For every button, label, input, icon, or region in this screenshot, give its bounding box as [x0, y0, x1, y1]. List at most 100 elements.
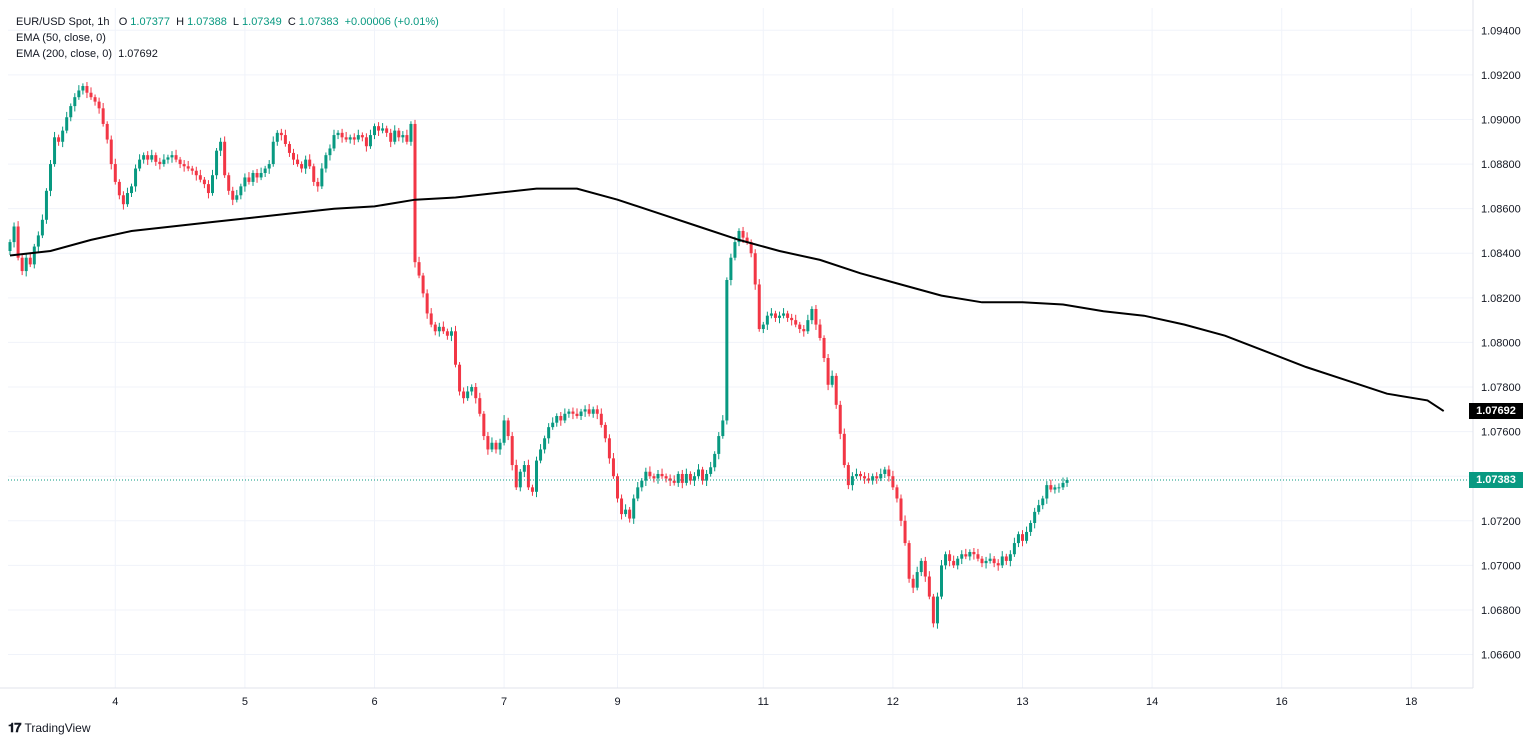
candle-body [211, 175, 214, 194]
y-tick-label: 1.08000 [1481, 337, 1521, 349]
candle-body [113, 164, 117, 182]
candle-body [883, 469, 887, 474]
y-tick-label: 1.09400 [1481, 25, 1521, 37]
candle-body [737, 230, 741, 243]
candle-body [433, 324, 437, 332]
candle-body [676, 473, 680, 483]
high-value: 1.07388 [187, 16, 227, 28]
candle-body [680, 473, 684, 483]
candle-body [97, 101, 101, 109]
candle-body [927, 576, 931, 597]
legend-ema200-row[interactable]: EMA (200, close, 0) 1.07692 [16, 46, 442, 62]
candle-body [1029, 523, 1033, 532]
candle-body [903, 520, 907, 544]
candle-body [599, 413, 603, 425]
candle-body [956, 558, 960, 566]
candle-body [328, 148, 332, 156]
candle-body [644, 471, 648, 481]
candle-body [964, 554, 968, 557]
x-tick-label: 11 [758, 696, 769, 708]
candle-body [227, 175, 231, 191]
candle-body [838, 404, 842, 434]
candle-body [304, 159, 308, 169]
candle-body [879, 473, 883, 479]
candle-body [960, 554, 964, 559]
candle-body [263, 168, 267, 173]
candle-body [93, 97, 97, 102]
candle-body [697, 469, 700, 477]
candle-body [162, 159, 166, 165]
candle-body [701, 469, 705, 481]
brand-name: TradingView [24, 721, 91, 735]
candle-body [980, 558, 984, 564]
candle-body [198, 175, 202, 180]
candle-body [725, 280, 729, 421]
candle-body [105, 123, 109, 140]
candle-body [1004, 556, 1008, 561]
candle-body [109, 139, 113, 165]
low-value: 1.07349 [242, 16, 282, 28]
candle-body [215, 150, 219, 176]
candle-body [340, 132, 344, 138]
candlestick-series [8, 82, 1069, 629]
candle-body [1008, 554, 1012, 561]
candle-body [16, 226, 20, 258]
candle-body [462, 391, 466, 399]
x-tick-label: 16 [1276, 696, 1288, 708]
candle-body [1061, 482, 1065, 488]
candle-body [61, 130, 65, 142]
y-tick-label: 1.07200 [1481, 516, 1521, 528]
candle-body [142, 155, 146, 160]
candle-body [474, 387, 478, 399]
y-tick-label: 1.09200 [1481, 70, 1521, 82]
candle-body [502, 420, 506, 443]
candle-body [648, 471, 652, 477]
candle-body [1012, 543, 1016, 555]
candle-body [138, 159, 142, 169]
candle-body [749, 242, 753, 254]
y-tick-label: 1.08600 [1481, 204, 1521, 216]
legend-symbol: EUR/USD Spot, 1h [16, 16, 110, 28]
candle-body [713, 453, 717, 468]
candle-body [636, 487, 640, 499]
candle-body [522, 465, 526, 472]
ema200-value: 1.07692 [118, 48, 158, 60]
candle-body [510, 436, 514, 466]
candle-body [733, 242, 737, 258]
candle-body [470, 387, 474, 392]
ema200-price-tag: 1.07692 [1469, 403, 1523, 420]
candle-body [231, 190, 235, 200]
candle-body [360, 135, 364, 138]
candle-body [875, 476, 879, 479]
candle-body [445, 331, 449, 336]
candle-body [794, 320, 798, 325]
candle-body [579, 411, 583, 416]
candle-body [652, 476, 656, 479]
candle-body [571, 411, 575, 414]
candle-body [117, 181, 121, 196]
candle-body [984, 560, 988, 564]
candle-body [344, 137, 348, 140]
x-tick-label: 4 [112, 696, 118, 708]
chart-axes: 1.09400 1.09200 1.09000 1.08800 1.08600 1.084… [0, 0, 1521, 708]
candle-body [1041, 498, 1045, 506]
candle-body [498, 442, 502, 450]
candle-body [166, 157, 170, 160]
x-tick-label: 18 [1405, 696, 1417, 708]
candle-body [170, 155, 174, 158]
candle-body [73, 97, 77, 107]
candle-body [429, 313, 433, 325]
candle-body [158, 161, 162, 165]
ema200-label: EMA (200, close, 0) [16, 48, 112, 60]
candle-body [624, 509, 628, 515]
tradingview-brand[interactable]: 𝟏𝟕 TradingView [8, 720, 91, 736]
legend-ema50-row[interactable]: EMA (50, close, 0) [16, 30, 442, 46]
candle-body [559, 416, 563, 421]
candle-body [778, 315, 781, 318]
candle-body [915, 572, 919, 588]
candle-body [741, 230, 745, 238]
candle-body [1065, 479, 1069, 483]
candle-body [312, 166, 316, 182]
candle-body [688, 473, 692, 481]
